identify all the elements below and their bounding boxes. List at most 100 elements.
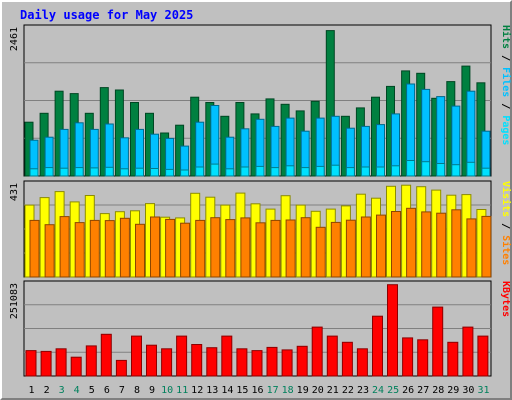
x-tick-label-2: 2 — [44, 385, 50, 396]
x-tick-label-13: 13 — [206, 385, 218, 396]
kbytes-kbytes-bar-17 — [266, 346, 278, 377]
requests-panel: 2461 Hits / Files / Pages — [9, 24, 512, 177]
x-tick-label-21: 21 — [327, 385, 339, 396]
visitors-sites-bar-20 — [315, 226, 326, 278]
visitors-sites-bar-24 — [376, 214, 386, 278]
kbytes-kbytes-bar-20 — [311, 326, 323, 377]
visitors-sites-bar-9 — [150, 216, 160, 278]
requests-pages-bar-27 — [421, 161, 431, 177]
x-tick-label-31: 31 — [477, 385, 489, 396]
requests-pages-bar-28 — [436, 163, 446, 177]
visitors-sites-bar-18 — [285, 219, 296, 278]
visitors-legend-separator: / — [500, 217, 511, 235]
visitors-sites-bar-17 — [270, 219, 281, 278]
kbytes-kbytes-bar-8 — [131, 335, 142, 377]
kbytes-kbytes-bar-10 — [161, 348, 173, 377]
visitors-sites-bar-25 — [391, 211, 401, 278]
visitors-sites-bar-5 — [89, 219, 100, 278]
visitors-legend-visits: Visits — [500, 181, 512, 217]
x-tick-label-10: 10 — [161, 385, 173, 396]
kbytes-kbytes-bar-1 — [25, 350, 37, 377]
visitors-sites-bar-10 — [165, 218, 176, 278]
x-tick-label-14: 14 — [221, 385, 233, 396]
x-tick-label-23: 23 — [357, 385, 369, 396]
visitors-sites-bar-23 — [360, 216, 371, 278]
x-tick-label-29: 29 — [447, 385, 459, 396]
requests-legend-separator: / — [500, 49, 511, 67]
visitors-sites-bar-31 — [481, 215, 492, 278]
kbytes-kbytes-bar-4 — [70, 356, 82, 377]
visitors-sites-bar-3 — [59, 216, 70, 278]
kbytes-kbytes-bar-16 — [251, 350, 263, 377]
requests-pages-bar-15 — [240, 166, 250, 177]
requests-pages-bar-13 — [210, 163, 220, 177]
requests-pages-bar-17 — [270, 167, 280, 177]
requests-pages-bar-11 — [180, 169, 190, 177]
x-tick-label-28: 28 — [432, 385, 444, 396]
x-tick-label-3: 3 — [59, 385, 65, 396]
visitors-sites-bar-11 — [180, 222, 191, 278]
requests-pages-bar-23 — [360, 166, 370, 177]
visitors-sites-bar-2 — [44, 224, 55, 278]
kbytes-legend-kbytes: KBytes — [500, 281, 511, 317]
visitors-sites-bar-22 — [345, 219, 356, 278]
kbytes-kbytes-bar-3 — [55, 348, 67, 377]
visitors-sites-bar-7 — [119, 217, 130, 278]
x-tick-label-20: 20 — [312, 385, 324, 396]
x-tick-label-12: 12 — [191, 385, 203, 396]
requests-pages-bar-4 — [74, 167, 84, 177]
visitors-sites-bar-16 — [255, 222, 266, 278]
x-tick-label-11: 11 — [176, 385, 188, 396]
x-tick-label-22: 22 — [342, 385, 354, 396]
requests-pages-bar-12 — [195, 166, 205, 177]
visitors-legend-sites: Sites — [500, 235, 512, 265]
requests-hits-bar-7 — [114, 89, 124, 177]
requests-pages-bar-6 — [104, 166, 114, 177]
kbytes-kbytes-bar-26 — [402, 337, 414, 377]
visitors-sites-bar-4 — [74, 222, 85, 278]
requests-pages-bar-3 — [59, 167, 69, 177]
requests-legend-separator: / — [500, 97, 511, 115]
requests-pages-bar-26 — [406, 160, 416, 177]
kbytes-kbytes-bar-28 — [432, 306, 444, 377]
x-tick-label-19: 19 — [297, 385, 309, 396]
visitors-sites-bar-19 — [300, 217, 311, 278]
kbytes-kbytes-bar-13 — [206, 347, 218, 377]
x-tick-label-17: 17 — [267, 385, 279, 396]
visitors-sites-bar-8 — [135, 223, 145, 278]
kbytes-kbytes-bar-23 — [356, 348, 368, 377]
visitors-sites-bar-30 — [466, 218, 477, 278]
kbytes-kbytes-bar-12 — [191, 344, 203, 377]
requests-pages-bar-24 — [376, 166, 385, 177]
x-tick-label-18: 18 — [282, 385, 294, 396]
requests-legend-files: Files — [500, 67, 512, 97]
kbytes-kbytes-bar-15 — [236, 348, 248, 377]
requests-pages-bar-14 — [225, 168, 235, 177]
requests-pages-bar-9 — [150, 168, 159, 177]
visitors-sites-bar-15 — [240, 217, 251, 278]
visitors-sites-bar-21 — [330, 221, 341, 278]
requests-pages-bar-31 — [481, 167, 491, 177]
kbytes-kbytes-bar-6 — [100, 333, 112, 377]
x-tick-label-15: 15 — [236, 385, 248, 396]
visitors-sites-bar-1 — [29, 219, 40, 278]
kbytes-legend: KBytes — [500, 281, 511, 317]
x-tick-label-5: 5 — [89, 385, 95, 396]
kbytes-kbytes-bar-14 — [221, 335, 233, 377]
requests-legend-hits: Hits — [500, 25, 512, 49]
kbytes-kbytes-bar-21 — [326, 335, 338, 377]
requests-ymax-label: 2461 — [9, 27, 20, 51]
visitors-sites-bar-26 — [406, 207, 417, 278]
kbytes-kbytes-bar-31 — [477, 335, 489, 377]
visitors-sites-bar-28 — [436, 212, 447, 278]
kbytes-kbytes-bar-11 — [176, 335, 188, 377]
kbytes-kbytes-bar-18 — [281, 349, 293, 377]
visitors-ymax-label: 431 — [9, 183, 20, 201]
kbytes-panel: 251083 KBytes — [9, 280, 511, 377]
requests-pages-bar-19 — [300, 167, 310, 177]
kbytes-kbytes-bar-27 — [417, 339, 429, 377]
requests-pages-bar-8 — [135, 167, 144, 177]
panels: 2461 Hits / Files / Pages 431 Visits / Site… — [9, 24, 512, 377]
x-tick-label-25: 25 — [387, 385, 399, 396]
